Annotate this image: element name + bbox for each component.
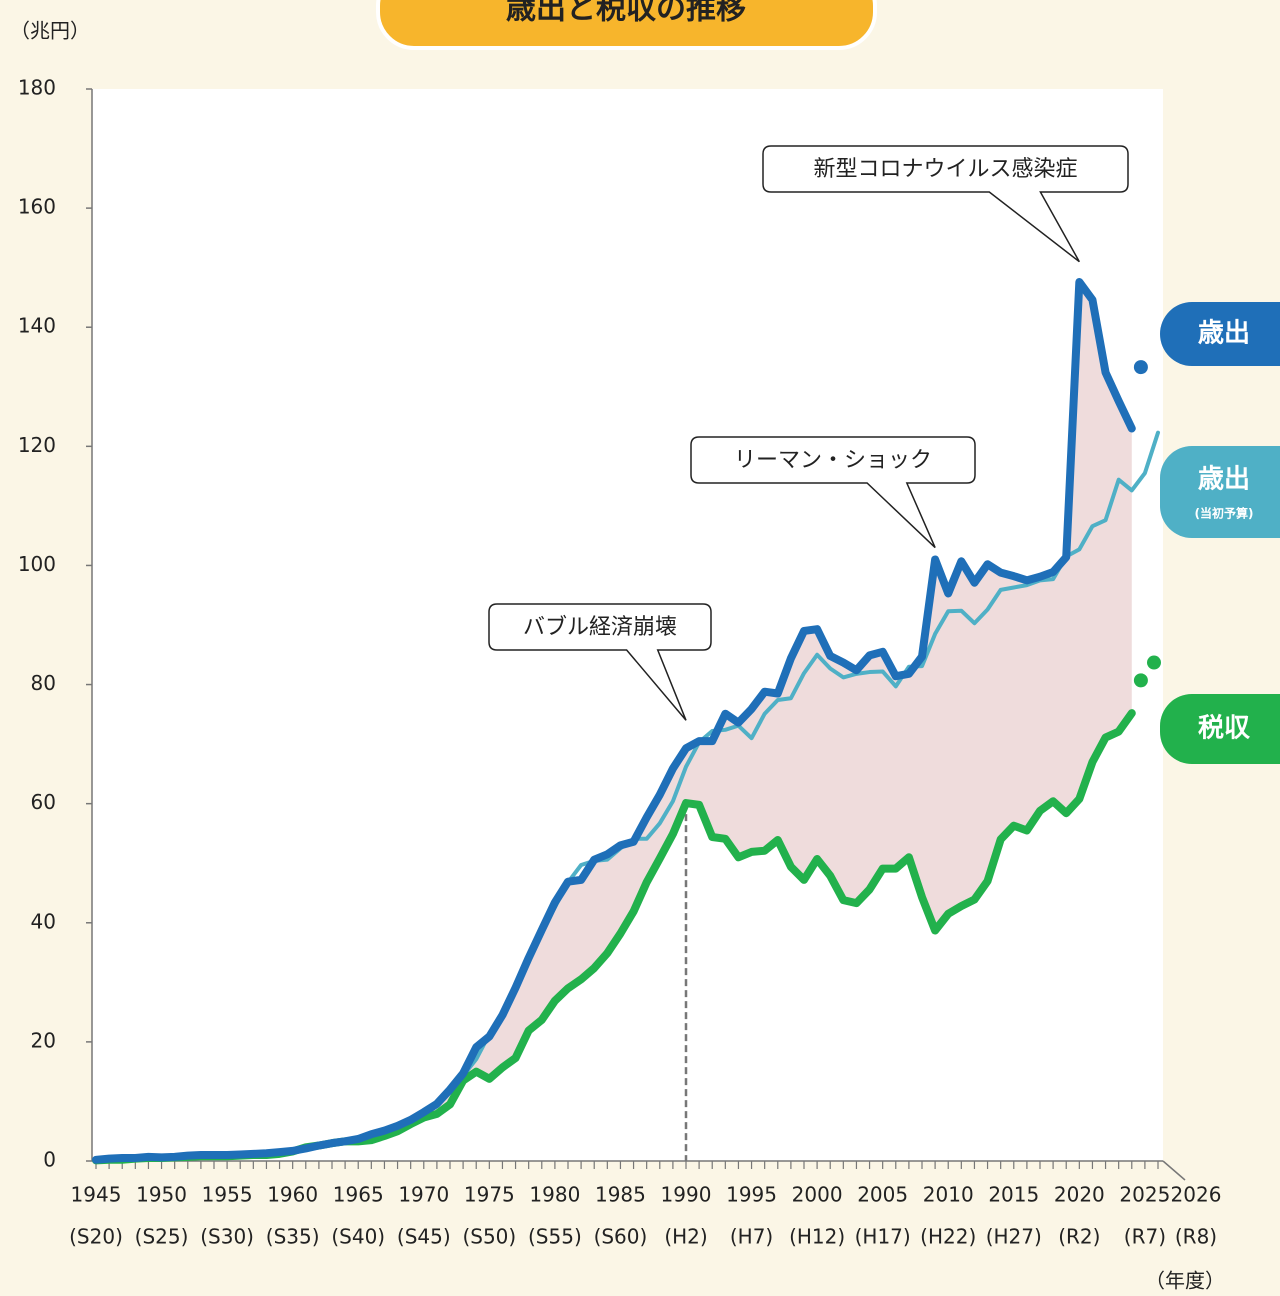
axis-break: [1162, 1160, 1186, 1181]
x-tick-sublabel: (S55): [528, 1225, 582, 1249]
x-tick-label: 1995: [726, 1183, 777, 1207]
y-axis-label: （兆円）: [10, 19, 90, 43]
callout: [690, 436, 976, 549]
x-tick-label: 1955: [202, 1183, 253, 1207]
x-tick-sublabel: (H12): [789, 1225, 845, 1249]
x-tick-label: 1950: [136, 1183, 187, 1207]
callout-text: リーマン・ショック: [734, 448, 932, 473]
x-tick-sublabel: (S50): [462, 1225, 516, 1249]
x-tick-sublabel: (S45): [397, 1225, 451, 1249]
y-tick-label: 60: [31, 790, 56, 814]
y-tick-label: 0: [43, 1148, 56, 1172]
x-tick-label: 1990: [661, 1183, 712, 1207]
y-tick-label: 140: [18, 314, 56, 338]
x-tick-sublabel: (H2): [664, 1225, 707, 1249]
x-tick-label: 2020: [1054, 1183, 1105, 1207]
x-tick-label: 2000: [792, 1183, 843, 1207]
callout-text: 新型コロナウイルス感染症: [813, 157, 1077, 182]
x-tick-sublabel: (S25): [135, 1225, 189, 1249]
legend-label: 歳出: [1198, 465, 1250, 495]
x-tick-sublabel: (S20): [69, 1225, 123, 1249]
legend-note: (当初予算): [1195, 506, 1254, 521]
y-tick-label: 100: [18, 552, 56, 576]
x-tick-label: 1965: [333, 1183, 384, 1207]
projection-dot: [1133, 360, 1148, 375]
y-tick-label: 80: [31, 671, 56, 695]
x-tick-sublabel: (S30): [200, 1225, 254, 1249]
x-tick-sublabel: (S40): [331, 1225, 385, 1249]
x-tick-sublabel: (R2): [1058, 1225, 1100, 1249]
x-tick-label: 2026: [1171, 1183, 1222, 1207]
callout: [488, 603, 712, 721]
x-tick-label: 2025: [1119, 1183, 1170, 1207]
y-tick-label: 120: [18, 433, 56, 457]
y-tick-label: 20: [31, 1028, 56, 1052]
legend-label: 税収: [1198, 714, 1251, 744]
legend-pill: [1160, 302, 1280, 366]
x-tick-label: 1945: [71, 1183, 122, 1207]
y-tick-label: 40: [31, 909, 56, 933]
legend-pill: [1160, 446, 1280, 538]
chart-title: 歳出と税収の推移: [506, 0, 746, 27]
legend-pill: [1160, 694, 1280, 764]
x-axis-label: （年度）: [1145, 1269, 1225, 1293]
x-tick-sublabel: (H7): [730, 1225, 773, 1249]
x-tick-label: 1970: [398, 1183, 449, 1207]
x-tick-label: 2010: [923, 1183, 974, 1207]
legend-label: 歳出: [1198, 319, 1250, 349]
callout: [762, 145, 1129, 263]
projection-dot: [1147, 655, 1161, 670]
callout-text: バブル経済崩壊: [523, 615, 677, 640]
projection-dot: [1133, 673, 1148, 688]
x-tick-sublabel: (H22): [920, 1225, 976, 1249]
x-tick-label: 1975: [464, 1183, 515, 1207]
x-tick-label: 2005: [857, 1183, 908, 1207]
title-pill: [376, 0, 877, 50]
gap-area: [96, 281, 1132, 1161]
x-tick-label: 1985: [595, 1183, 646, 1207]
x-tick-sublabel: (H27): [986, 1225, 1042, 1249]
x-tick-sublabel: (S60): [594, 1225, 648, 1249]
y-tick-label: 180: [18, 76, 56, 100]
x-tick-label: 1980: [529, 1183, 580, 1207]
x-tick-sublabel: (R7): [1124, 1225, 1166, 1249]
y-tick-label: 160: [18, 195, 56, 219]
x-tick-label: 2015: [988, 1183, 1039, 1207]
x-tick-sublabel: (R8): [1175, 1225, 1217, 1249]
x-tick-label: 1960: [267, 1183, 318, 1207]
x-tick-sublabel: (H17): [855, 1225, 911, 1249]
series-line: [92, 277, 1136, 1164]
x-tick-sublabel: (S35): [266, 1225, 320, 1249]
